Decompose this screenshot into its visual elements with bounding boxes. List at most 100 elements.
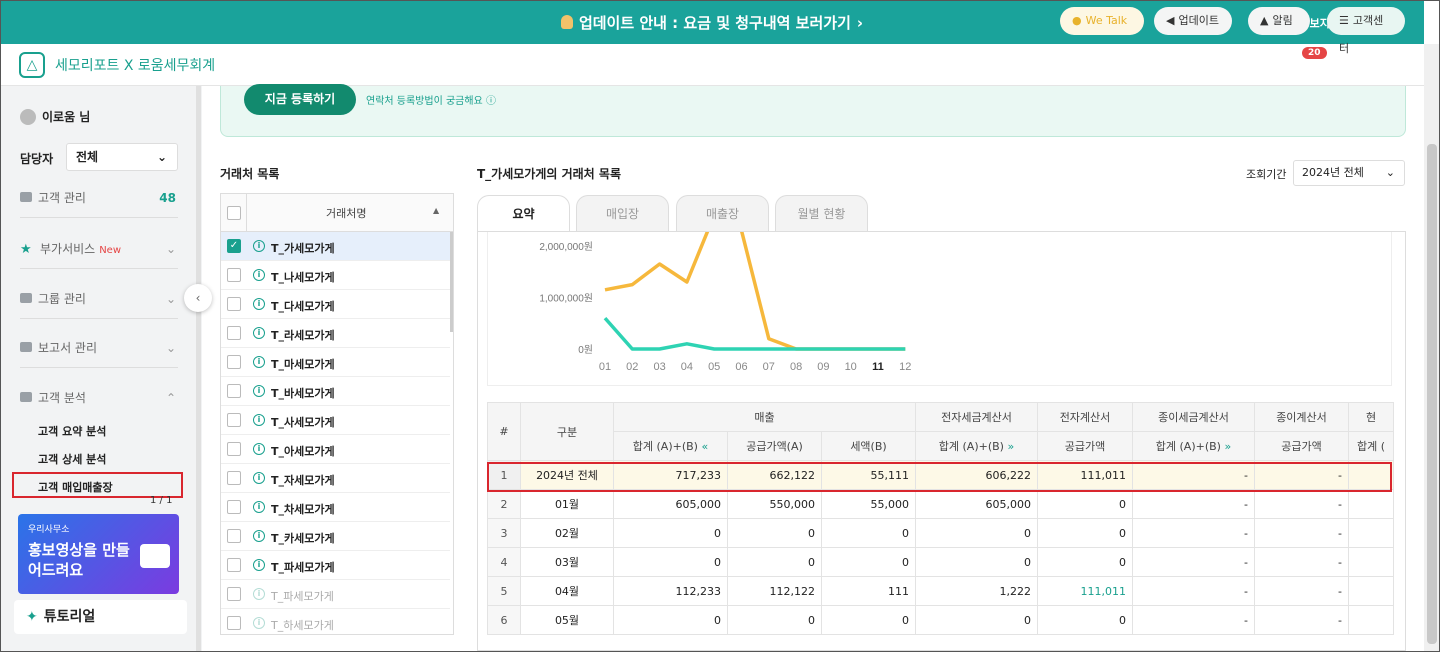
- client-name: T_마세모가게: [271, 358, 335, 371]
- table-cell: 0: [613, 518, 728, 548]
- paper-tax-total-header[interactable]: 합계 (A)+(B) »: [1132, 431, 1255, 461]
- table-cell: 605,000: [915, 489, 1038, 519]
- manager-select[interactable]: 전체 ⌄: [66, 143, 178, 171]
- client-checkbox[interactable]: [227, 471, 241, 485]
- info-icon[interactable]: i: [253, 240, 265, 252]
- info-icon[interactable]: i: [253, 443, 265, 455]
- info-icon[interactable]: i: [253, 414, 265, 426]
- table-row[interactable]: 5 04월 112,233 112,122 111 1,222 111,011- -: [487, 576, 1394, 606]
- client-checkbox[interactable]: [227, 413, 241, 427]
- sort-asc-icon[interactable]: ▲: [433, 206, 440, 215]
- page-scrollbar[interactable]: [1424, 44, 1440, 652]
- client-row[interactable]: i T_바세모가게: [221, 377, 450, 406]
- info-icon[interactable]: i: [253, 298, 265, 310]
- client-checkbox[interactable]: [227, 355, 241, 369]
- sidebar-item-analysis[interactable]: 고객 분석 ⌃: [20, 378, 178, 418]
- info-icon[interactable]: i: [253, 472, 265, 484]
- info-icon[interactable]: i: [253, 530, 265, 542]
- page-scrollbar-thumb[interactable]: [1427, 144, 1437, 644]
- tutorial-button[interactable]: ✦ 튜토리얼: [14, 600, 187, 634]
- client-name-header[interactable]: 거래처명: [326, 207, 367, 220]
- sidebar-item-customers[interactable]: 고객 관리 48: [20, 178, 178, 218]
- info-icon[interactable]: i: [253, 588, 265, 600]
- info-icon[interactable]: i: [253, 356, 265, 368]
- sub-item-detail[interactable]: 고객 상세 분석: [38, 453, 107, 466]
- client-checkbox[interactable]: [227, 587, 241, 601]
- expand-double-right-icon[interactable]: »: [1007, 440, 1015, 453]
- client-row[interactable]: i T_카세모가게: [221, 522, 450, 551]
- select-all-checkbox[interactable]: [227, 206, 241, 220]
- client-row[interactable]: i T_아세모가게: [221, 435, 450, 464]
- banner-message[interactable]: 업데이트 안내 : 요금 및 청구내역 보러가기 ›: [0, 12, 1424, 33]
- speaker-icon: ◀: [1166, 14, 1175, 27]
- we-talk-button[interactable]: ● We Talk: [1060, 7, 1144, 35]
- bulb-icon: [560, 15, 573, 29]
- client-checkbox[interactable]: [227, 297, 241, 311]
- e-tax-total-header[interactable]: 합계 (A)+(B) »: [915, 431, 1038, 461]
- client-checkbox[interactable]: [227, 326, 241, 340]
- client-row[interactable]: ✓ i T_가세모가게: [221, 232, 450, 261]
- client-checkbox[interactable]: [227, 558, 241, 572]
- client-checkbox[interactable]: ✓: [227, 239, 241, 253]
- table-cell: -: [1254, 489, 1349, 519]
- sidebar-scrollbar[interactable]: [196, 86, 201, 652]
- tab-summary[interactable]: 요약: [477, 195, 570, 232]
- table-row[interactable]: 3 02월 0 0 0 0 0- -: [487, 518, 1394, 548]
- client-checkbox[interactable]: [227, 442, 241, 456]
- table-cell: -: [1254, 605, 1349, 635]
- client-row[interactable]: i T_파세모가게: [221, 551, 450, 580]
- register-help-link[interactable]: 연락처 등록방법이 궁금해요 ⓘ: [366, 96, 496, 107]
- register-now-button[interactable]: 지금 등록하기: [244, 84, 356, 115]
- expand-double-right-icon[interactable]: »: [1224, 440, 1232, 453]
- chevron-down-icon: ⌄: [156, 150, 167, 164]
- client-row[interactable]: i T_라세모가게: [221, 319, 450, 348]
- tab-sales[interactable]: 매출장: [676, 195, 769, 232]
- client-row[interactable]: i T_다세모가게: [221, 290, 450, 319]
- promo-banner[interactable]: 우리사무소 홍보영상을 만들어드려요: [18, 514, 179, 594]
- table-row[interactable]: 4 03월 0 0 0 0 0- -: [487, 547, 1394, 577]
- client-checkbox[interactable]: [227, 500, 241, 514]
- client-name: T_바세모가게: [271, 387, 335, 400]
- sales-total-header[interactable]: 합계 (A)+(B) «: [613, 431, 728, 461]
- tab-monthly[interactable]: 월별 현황: [775, 195, 868, 232]
- collapse-double-left-icon[interactable]: «: [701, 440, 709, 453]
- client-row[interactable]: i T_차세모가게: [221, 493, 450, 522]
- client-row[interactable]: i T_파세모가게: [221, 580, 450, 609]
- table-row[interactable]: 2 01월 605,000 550,000 55,000 605,000 0- -: [487, 489, 1394, 519]
- manager-label: 담당자: [20, 152, 54, 166]
- table-cell: -: [1254, 518, 1349, 548]
- info-icon[interactable]: i: [253, 501, 265, 513]
- update-button[interactable]: ◀ 업데이트: [1154, 7, 1232, 35]
- sidebar-item-reports[interactable]: 보고서 관리 ⌄: [20, 328, 178, 368]
- table-row[interactable]: 6 05월 0 0 0 0 0- -: [487, 605, 1394, 635]
- info-icon[interactable]: i: [253, 269, 265, 281]
- info-icon[interactable]: i: [253, 327, 265, 339]
- alarm-button[interactable]: ▲ 알림: [1248, 7, 1310, 35]
- info-icon[interactable]: i: [253, 559, 265, 571]
- sidebar-item-groups[interactable]: 그룹 관리 ⌄: [20, 279, 178, 319]
- client-row[interactable]: i T_마세모가게: [221, 348, 450, 377]
- info-icon[interactable]: i: [253, 385, 265, 397]
- client-row[interactable]: i T_하세모가게: [221, 609, 450, 634]
- logo-icon[interactable]: △: [19, 52, 45, 78]
- client-checkbox[interactable]: [227, 384, 241, 398]
- client-checkbox[interactable]: [227, 616, 241, 630]
- client-row[interactable]: i T_사세모가게: [221, 406, 450, 435]
- client-row[interactable]: i T_자세모가게: [221, 464, 450, 493]
- client-checkbox[interactable]: [227, 529, 241, 543]
- client-list-scrollbar[interactable]: [450, 232, 453, 332]
- sub-item-ledger[interactable]: 고객 매입매출장: [38, 481, 113, 494]
- sidebar-item-addons[interactable]: ★ 부가서비스 New ⌄: [20, 229, 178, 269]
- collapse-sidebar-button[interactable]: ‹: [184, 284, 212, 312]
- table-row[interactable]: 1 2024년 전체 717,233 662,122 55,111 606,222 111,…: [487, 460, 1394, 490]
- info-icon[interactable]: i: [253, 617, 265, 629]
- brand-title[interactable]: 세모리포트 X 로움세무회계: [55, 58, 216, 74]
- tab-purchases[interactable]: 매입장: [576, 195, 669, 232]
- help-center-button[interactable]: ☰ 고객센터: [1327, 7, 1405, 55]
- client-checkbox[interactable]: [227, 268, 241, 282]
- user-name[interactable]: 이로움 님: [20, 108, 90, 125]
- period-select[interactable]: 2024년 전체 ⌄: [1293, 160, 1405, 186]
- sub-item-summary[interactable]: 고객 요약 분석: [38, 425, 107, 438]
- client-row[interactable]: i T_나세모가게: [221, 261, 450, 290]
- x-tick-label: 07: [763, 361, 775, 373]
